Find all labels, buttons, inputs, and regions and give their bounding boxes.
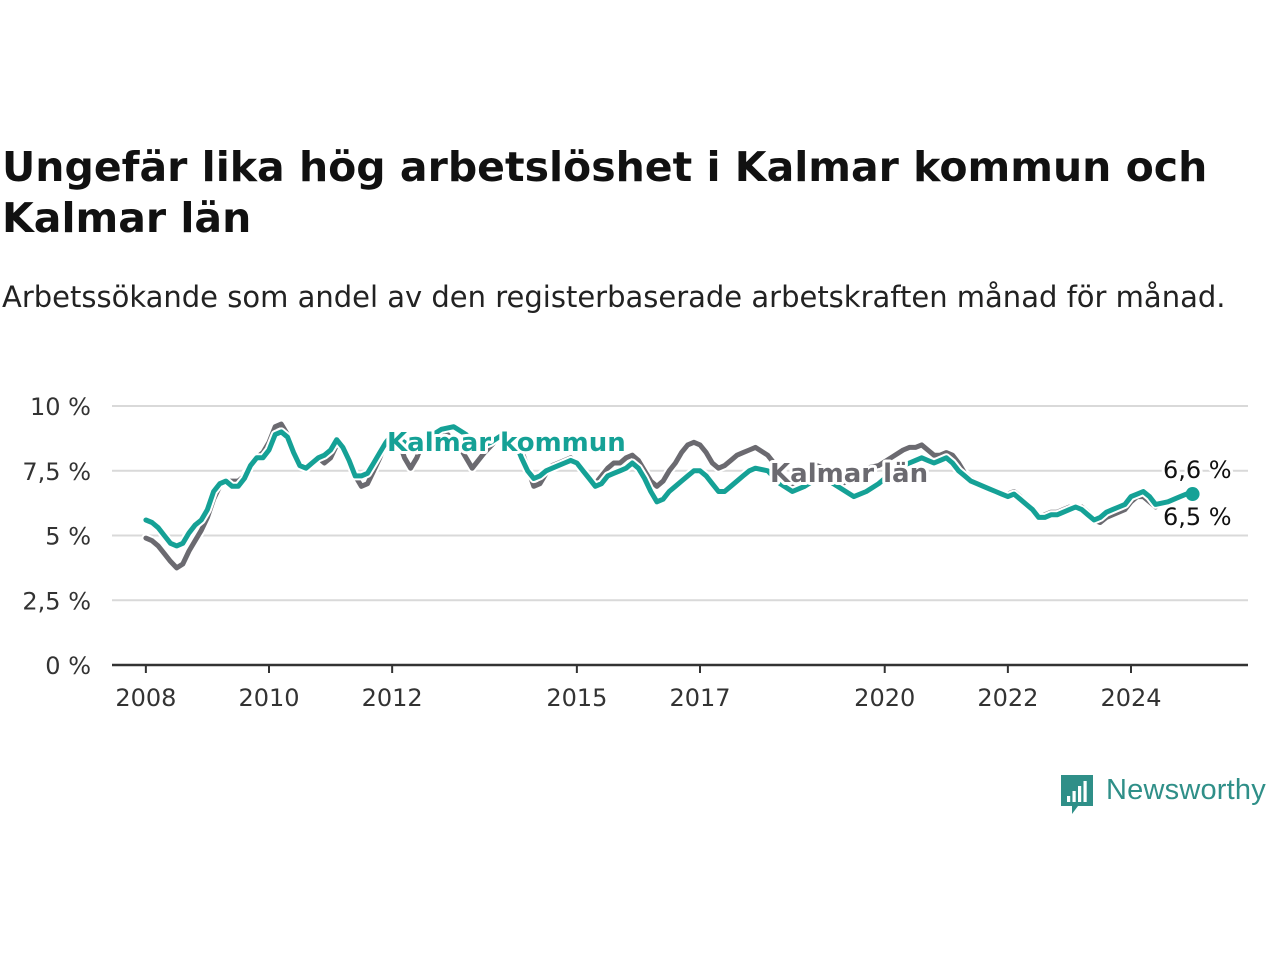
series-label: Kalmar län bbox=[770, 459, 928, 489]
y-tick-label: 2,5 % bbox=[22, 587, 91, 615]
end-value-label: 6,6 % bbox=[1163, 456, 1232, 484]
series-label-halo: Kalmar kommun bbox=[387, 428, 626, 458]
bar-chart-speech-bubble-icon bbox=[1061, 775, 1093, 814]
chart-title: Ungefär lika hög arbetslöshet i Kalmar k… bbox=[2, 143, 1208, 242]
x-tick-label: 2010 bbox=[238, 684, 299, 712]
x-tick-label: 2022 bbox=[977, 684, 1038, 712]
end-value-label-halo: 6,5 % bbox=[1163, 503, 1232, 531]
y-tick-label: 7,5 % bbox=[22, 458, 91, 486]
end-value-label: 6,5 % bbox=[1163, 503, 1232, 531]
x-tick-label: 2024 bbox=[1100, 684, 1161, 712]
y-tick-label: 5 % bbox=[45, 523, 91, 551]
x-tick-label: 2012 bbox=[362, 684, 423, 712]
newsworthy-logo: Newsworthy bbox=[1058, 772, 1266, 820]
x-tick-label: 2008 bbox=[115, 684, 176, 712]
y-tick-label: 0 % bbox=[45, 652, 91, 680]
x-axis-tick-labels: 2008 2010 2012 2015 2017 2020 2022 2024 bbox=[115, 665, 1162, 712]
series-label-halo: Kalmar län bbox=[770, 459, 928, 489]
end-value-label-halo: 6,6 % bbox=[1163, 456, 1232, 484]
series-line bbox=[143, 424, 1196, 549]
x-tick-label: 2017 bbox=[669, 684, 730, 712]
chart-subtitle: Arbetssökande som andel av den registerb… bbox=[2, 280, 1226, 314]
x-tick-label: 2015 bbox=[546, 684, 607, 712]
brand-name: Newsworthy bbox=[1106, 774, 1266, 806]
series-line-halo bbox=[141, 422, 1198, 551]
y-axis-tick-labels: 0 % 2,5 % 5 % 7,5 % 10 % bbox=[22, 393, 91, 680]
series-end-point bbox=[1185, 487, 1200, 502]
series-lines bbox=[141, 419, 1200, 573]
x-tick-label: 2020 bbox=[854, 684, 915, 712]
end-value-labels: 6,5 %6,5 %6,6 %6,6 % bbox=[1160, 453, 1235, 534]
series-label: Kalmar kommun bbox=[387, 428, 626, 458]
y-tick-label: 10 % bbox=[30, 393, 91, 421]
